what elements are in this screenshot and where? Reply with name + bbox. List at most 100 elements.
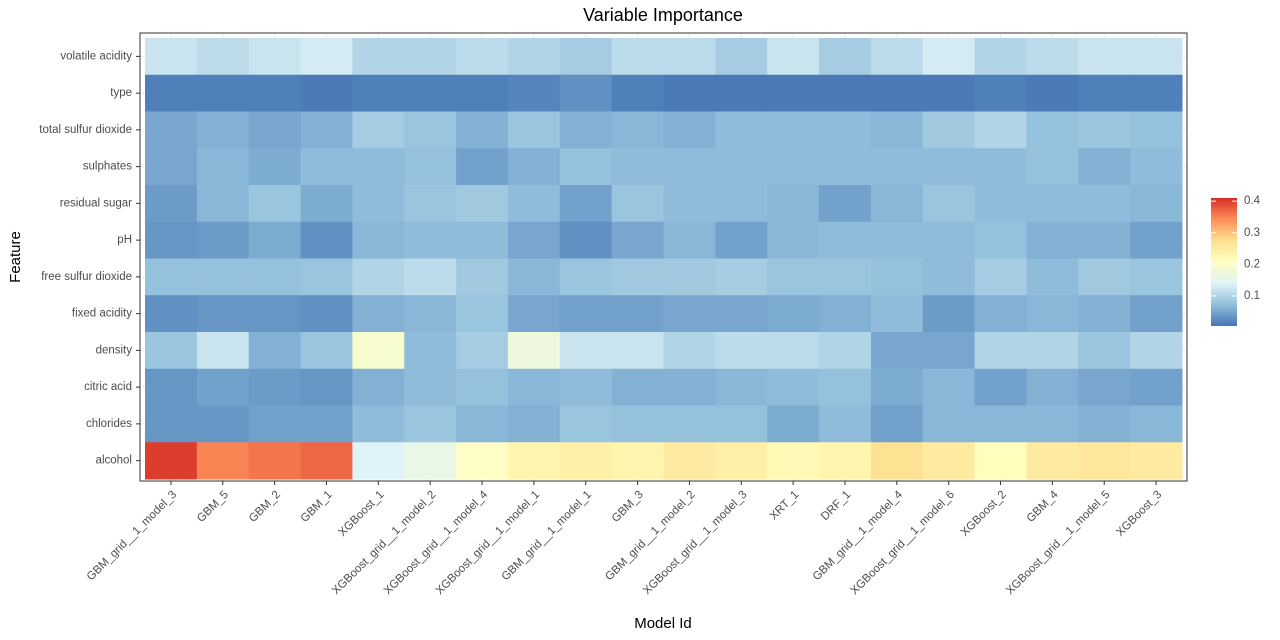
heat-cell xyxy=(145,185,198,223)
heat-cell xyxy=(1130,405,1183,443)
heat-cell xyxy=(507,38,561,76)
heat-cell xyxy=(404,332,457,370)
colorbar-tick-label: 0.4 xyxy=(1244,195,1261,207)
heat-cell xyxy=(352,38,405,76)
heat-cell xyxy=(404,405,457,443)
heat-cell xyxy=(1130,295,1183,333)
heat-cell xyxy=(196,258,250,296)
heat-cell xyxy=(767,185,820,223)
heat-cell xyxy=(819,185,872,223)
heat-cell xyxy=(507,148,561,186)
heat-cell xyxy=(767,295,820,333)
heat-cell xyxy=(404,442,457,480)
heat-cell xyxy=(559,295,613,333)
heat-cell xyxy=(196,111,250,149)
heat-cell xyxy=(663,221,716,259)
heat-cell xyxy=(767,368,820,406)
y-tick-label: type xyxy=(110,87,132,99)
heat-cell xyxy=(145,295,198,333)
x-tick-label: XGBoost_grid__1_model_6 xyxy=(849,489,957,597)
heat-cell xyxy=(248,332,302,370)
heat-cell xyxy=(196,74,250,112)
heat-cell xyxy=(145,111,198,149)
heat-cell xyxy=(352,442,405,480)
heat-cell xyxy=(507,368,561,406)
heat-cell xyxy=(145,332,198,370)
heat-cell xyxy=(145,258,198,296)
heat-cell xyxy=(352,185,405,223)
heat-cell xyxy=(404,148,457,186)
y-tick-label: volatile acidity xyxy=(60,50,132,62)
x-tick-label: XRT_1 xyxy=(768,489,802,523)
heat-cell xyxy=(300,368,353,406)
heat-cell xyxy=(819,38,872,76)
x-tick-label: XGBoost_3 xyxy=(1114,489,1164,539)
heat-cell xyxy=(767,148,820,186)
heat-cell xyxy=(1078,185,1131,223)
heat-cell xyxy=(248,295,302,333)
heat-cell xyxy=(819,221,872,259)
heat-cell xyxy=(1078,221,1131,259)
heat-cell xyxy=(819,332,872,370)
heat-cell xyxy=(715,74,768,112)
heat-cell xyxy=(1078,368,1131,406)
heat-cell xyxy=(870,221,924,259)
heat-cell xyxy=(974,148,1027,186)
heat-cell xyxy=(300,221,353,259)
heat-cell xyxy=(559,442,613,480)
heat-cell xyxy=(456,368,509,406)
heat-cell xyxy=(1026,221,1079,259)
legend: 0.1 0.2 0.3 0.4 xyxy=(1211,195,1261,326)
heat-cell xyxy=(145,74,198,112)
heat-cell xyxy=(715,442,768,480)
heat-cell xyxy=(196,185,250,223)
heat-cell xyxy=(404,38,457,76)
heat-cell xyxy=(819,148,872,186)
heat-cell xyxy=(1130,185,1183,223)
x-axis-title: Model Id xyxy=(634,615,692,632)
heat-cell xyxy=(145,148,198,186)
heat-cell xyxy=(611,258,664,296)
heat-cell xyxy=(300,442,353,480)
heat-cell xyxy=(352,295,405,333)
heat-cell xyxy=(1130,368,1183,406)
heat-cell xyxy=(922,368,976,406)
heat-cell xyxy=(715,38,768,76)
heat-cell xyxy=(248,74,302,112)
heat-cell xyxy=(1130,148,1183,186)
heat-cell xyxy=(922,38,976,76)
x-tick-label: GBM_1 xyxy=(299,489,335,525)
heat-cell xyxy=(715,111,768,149)
heat-cell xyxy=(404,368,457,406)
heat-cell xyxy=(974,368,1027,406)
heat-cell xyxy=(870,148,924,186)
heat-cell xyxy=(1130,38,1183,76)
heat-cell xyxy=(974,111,1027,149)
heat-cell xyxy=(1078,295,1131,333)
heat-cell xyxy=(870,74,924,112)
heat-cell xyxy=(974,295,1027,333)
heat-cell xyxy=(456,148,509,186)
heat-cell xyxy=(715,221,768,259)
heat-cell xyxy=(352,405,405,443)
heat-cell xyxy=(870,295,924,333)
heat-cell xyxy=(196,368,250,406)
heat-cell xyxy=(559,221,613,259)
heat-cell xyxy=(248,111,302,149)
heat-cell xyxy=(248,148,302,186)
heat-cell xyxy=(1078,74,1131,112)
heat-cell xyxy=(300,148,353,186)
x-tick-label: XGBoost_grid__1_model_5 xyxy=(1004,489,1112,597)
heat-cell xyxy=(507,111,561,149)
heat-cell xyxy=(404,74,457,112)
heat-cell xyxy=(1078,111,1131,149)
heat-cell xyxy=(611,368,664,406)
heat-cell xyxy=(922,111,976,149)
heat-cell xyxy=(1130,74,1183,112)
heat-cell xyxy=(145,221,198,259)
y-tick-label: pH xyxy=(117,234,132,246)
heat-cell xyxy=(456,185,509,223)
heat-cell xyxy=(922,221,976,259)
heat-cell xyxy=(819,258,872,296)
heat-cell xyxy=(352,221,405,259)
